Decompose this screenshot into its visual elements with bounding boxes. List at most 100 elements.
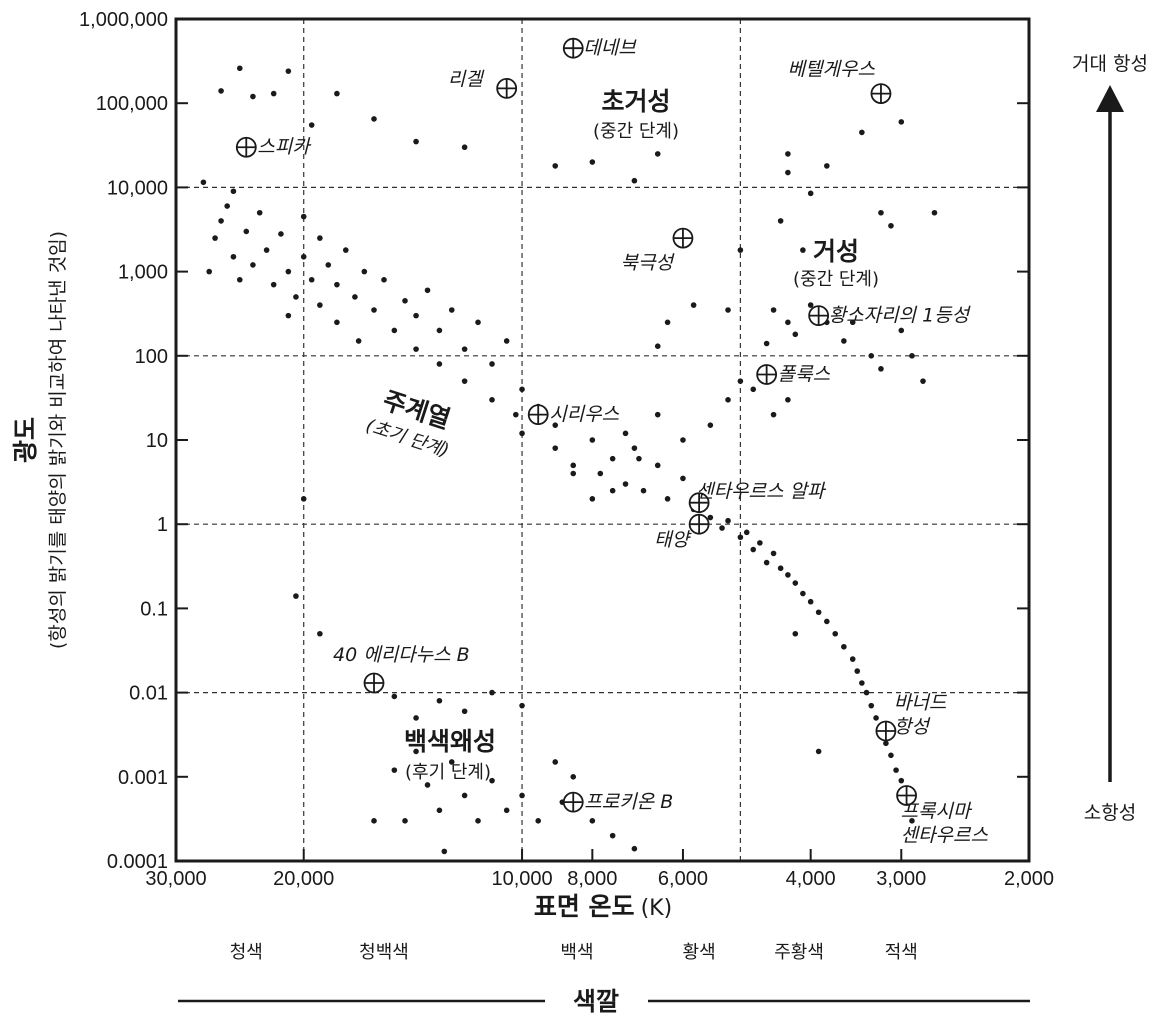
data-point: [475, 818, 481, 824]
y-tick-label: 0.01: [129, 683, 168, 705]
data-point: [461, 144, 468, 151]
data-point: [519, 702, 525, 709]
data-point: [270, 281, 277, 288]
data-point: [293, 294, 299, 300]
y-tick-label: 100: [135, 346, 168, 368]
grid-lines: [176, 19, 1029, 861]
x-tick-label: 3,000: [876, 868, 926, 890]
data-point: [898, 327, 905, 334]
data-point: [570, 462, 577, 469]
star-label: 스피카: [257, 136, 312, 158]
data-point: [448, 759, 455, 765]
data-point: [878, 209, 884, 216]
data-point: [441, 848, 448, 855]
star-label: 폴룩스: [778, 363, 831, 385]
star-label: 베텔게우스: [788, 59, 876, 81]
data-point: [589, 159, 596, 165]
data-point: [622, 430, 629, 437]
data-point: [893, 767, 899, 773]
data-point: [622, 481, 629, 487]
data-point: [807, 302, 814, 308]
data-point: [424, 287, 431, 294]
data-point: [461, 708, 468, 715]
star-label-line: 바너드: [894, 692, 948, 714]
named-star: 프록시마 센타우르스: [896, 785, 989, 846]
data-point: [863, 689, 870, 696]
data-point: [489, 397, 495, 403]
data-point: [391, 693, 398, 700]
data-point: [552, 759, 559, 765]
data-point: [519, 430, 525, 437]
data-point: [391, 327, 398, 334]
data-point: [461, 792, 468, 799]
data-point: [800, 590, 806, 597]
data-point: [243, 228, 250, 235]
data-point: [552, 163, 559, 169]
x-tick-label: 20,000: [273, 868, 334, 890]
star-label: 바너드 항성: [894, 692, 948, 738]
y-tick-label: 1,000,000: [79, 9, 168, 31]
named-star: 시리우스: [527, 404, 620, 426]
data-point: [763, 559, 770, 566]
data-point: [475, 319, 481, 326]
data-point: [883, 740, 889, 747]
side-label-giant: 거대 항성: [1072, 53, 1148, 75]
color-band-label: 백색: [560, 942, 593, 963]
data-point: [792, 630, 799, 637]
data-point: [873, 715, 879, 721]
data-point: [815, 609, 822, 616]
data-point: [785, 169, 791, 176]
named-star: 태양: [654, 513, 710, 551]
data-point: [597, 470, 604, 477]
data-point: [413, 312, 419, 319]
color-band-label: 주황색: [774, 942, 824, 963]
data-point: [334, 90, 340, 97]
y-tick-label: 1,000: [118, 262, 168, 284]
side-label-dwarf: 소항성: [1084, 802, 1136, 824]
data-point: [250, 93, 256, 100]
data-point: [489, 689, 495, 696]
data-point: [413, 748, 419, 755]
data-point: [859, 129, 865, 136]
data-point: [503, 338, 510, 344]
data-point: [461, 378, 468, 384]
named-star: 프로키온 B: [562, 791, 673, 813]
data-point: [230, 253, 237, 260]
data-point: [609, 832, 616, 839]
star-label: 40 에리다누스 B: [333, 644, 470, 666]
star-label: 데네브: [583, 37, 637, 59]
named-star: 40 에리다누스 B: [333, 644, 470, 694]
y-tick-label: 10: [146, 430, 168, 452]
data-point: [631, 845, 638, 852]
data-point: [888, 752, 894, 759]
data-point: [898, 777, 905, 784]
named-star: 북극성: [620, 227, 694, 274]
data-point: [931, 209, 938, 216]
data-point: [680, 475, 686, 482]
data-point: [792, 580, 799, 586]
data-point: [878, 366, 884, 372]
data-point: [236, 276, 243, 283]
data-point: [552, 445, 559, 451]
data-point: [285, 68, 292, 74]
data-point: [402, 818, 408, 824]
data-point: [785, 397, 791, 403]
data-point: [589, 818, 596, 824]
x-tick-label: 10,000: [491, 868, 552, 890]
data-point: [300, 253, 307, 260]
data-point: [725, 397, 731, 403]
data-point: [436, 327, 443, 334]
named-star: 데네브: [562, 37, 637, 59]
data-point: [849, 656, 856, 662]
data-point: [489, 361, 495, 367]
data-point: [737, 534, 744, 541]
scatter-points: [200, 65, 938, 855]
star-label: 황소자리의 1등성: [829, 305, 972, 327]
data-point: [308, 122, 315, 128]
x-axis-title: 표면 온도 (K): [534, 892, 672, 921]
color-axis-title: 색깔: [573, 987, 619, 1016]
data-point: [570, 774, 577, 780]
data-point: [361, 268, 368, 275]
star-label-line: 센타우르스: [901, 824, 989, 846]
